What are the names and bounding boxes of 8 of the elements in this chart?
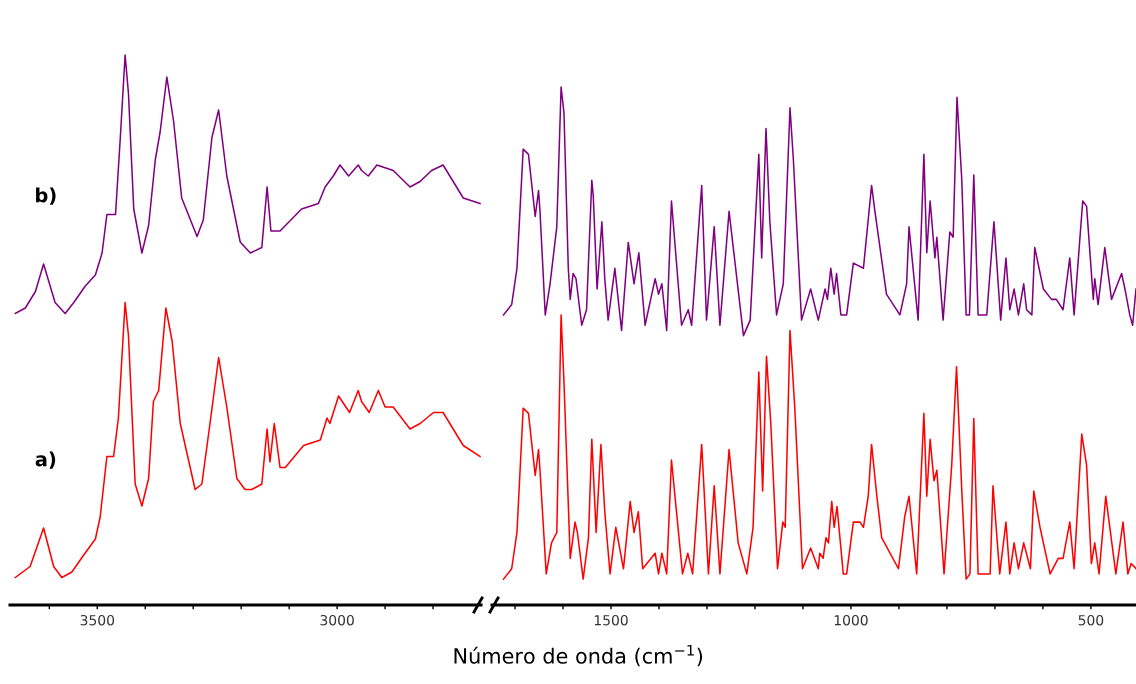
text: b)	[36, 187, 56, 205]
x-tick-label: 3000	[320, 614, 354, 626]
x-tick-label: 1000	[834, 614, 868, 626]
x-axis-title: Número de onda (cm$^{−1}$)	[454, 644, 703, 667]
text: a)	[35, 451, 56, 469]
x-tick-label: 1500	[594, 614, 628, 626]
x-tick-label: 3500	[80, 614, 115, 626]
x-tick-label: 500	[1078, 614, 1104, 626]
